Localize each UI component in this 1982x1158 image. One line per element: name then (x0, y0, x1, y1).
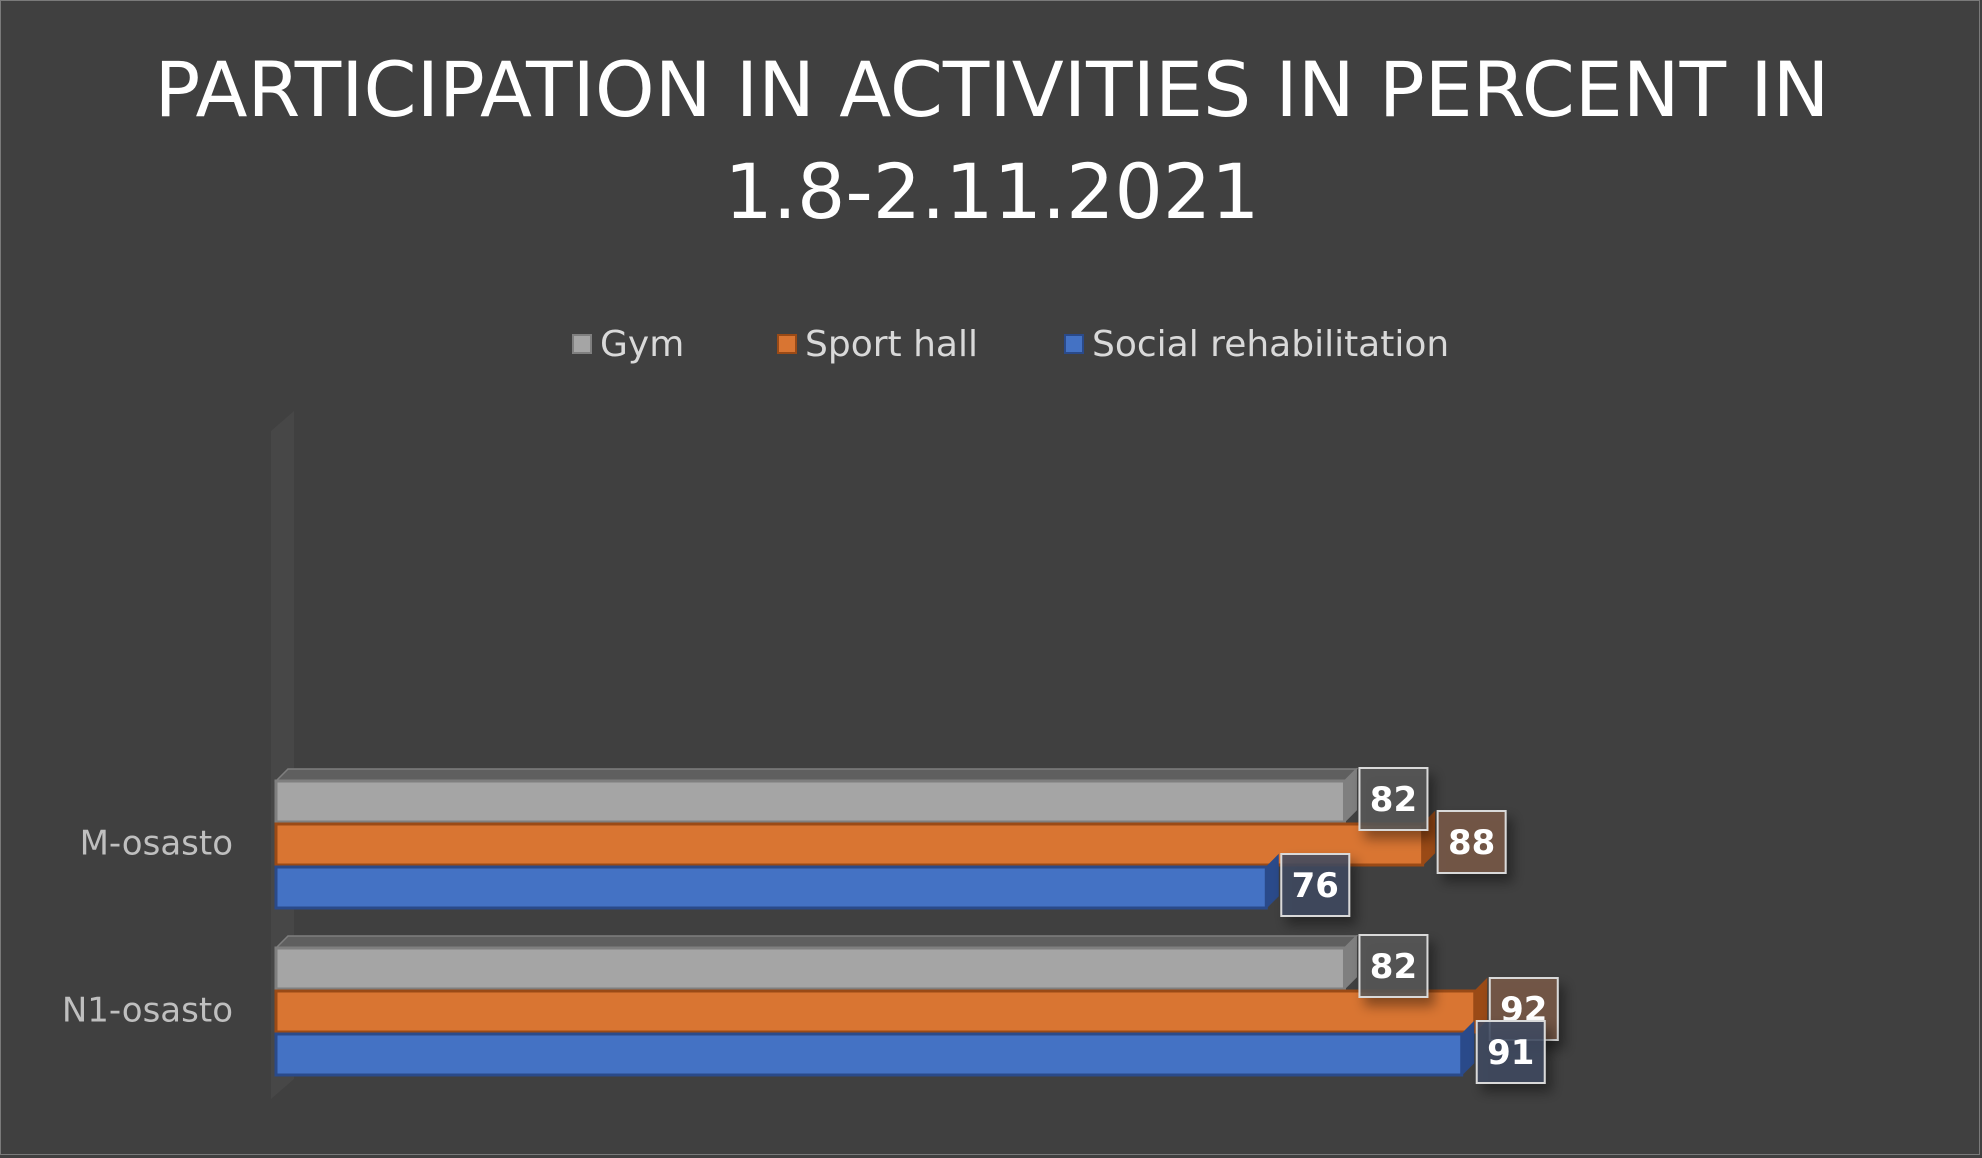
data-label-sport-hall-m-osasto: 88 (1436, 810, 1507, 874)
data-label-social-rehabilitation-m-osasto: 76 (1280, 853, 1351, 917)
bar-gym-m-osasto (274, 767, 1359, 824)
chart-title-line-1: PARTICIPATION IN ACTIVITIES IN PERCENT I… (154, 45, 1830, 134)
chart-legend: Gym Sport hall Social rehabilitation (1, 319, 1982, 369)
data-label-value: 82 (1370, 947, 1417, 987)
bar-social-rehabilitation-m-osasto (274, 853, 1279, 910)
legend-item-gym: Gym (572, 319, 684, 369)
legend-swatch-gym (572, 334, 592, 354)
legend-item-sport-hall: Sport hall (777, 319, 978, 369)
category-label-n1-osasto: N1-osasto (62, 991, 233, 1031)
legend-swatch-sport-hall (777, 334, 797, 354)
category-label-m-osasto: M-osasto (80, 824, 233, 864)
data-label-gym-m-osasto: 82 (1358, 767, 1429, 831)
bar-gym-n1-osasto (274, 934, 1359, 991)
legend-swatch-social-rehabilitation (1064, 334, 1084, 354)
axis-wall (271, 411, 294, 1099)
legend-item-social-rehabilitation: Social rehabilitation (1064, 319, 1449, 369)
bars-layer (274, 767, 1488, 1077)
data-label-social-rehabilitation-n1-osasto: 91 (1475, 1020, 1546, 1084)
bar-social-rehabilitation-n1-osasto (274, 1020, 1475, 1077)
data-label-value: 76 (1292, 866, 1339, 906)
legend-label-sport-hall: Sport hall (805, 323, 978, 365)
chart-title-line-2: 1.8-2.11.2021 (724, 147, 1260, 236)
data-label-value: 88 (1448, 823, 1495, 863)
chart-title: PARTICIPATION IN ACTIVITIES IN PERCENT I… (1, 39, 1982, 243)
data-label-gym-n1-osasto: 82 (1358, 934, 1429, 998)
category-labels: M-osasto N1-osasto (62, 824, 233, 1031)
data-label-value: 82 (1370, 780, 1417, 820)
bar-sport-hall-n1-osasto (274, 977, 1488, 1034)
legend-label-social-rehabilitation: Social rehabilitation (1092, 323, 1450, 365)
data-label-value: 91 (1487, 1033, 1534, 1073)
legend-label-gym: Gym (600, 323, 685, 365)
